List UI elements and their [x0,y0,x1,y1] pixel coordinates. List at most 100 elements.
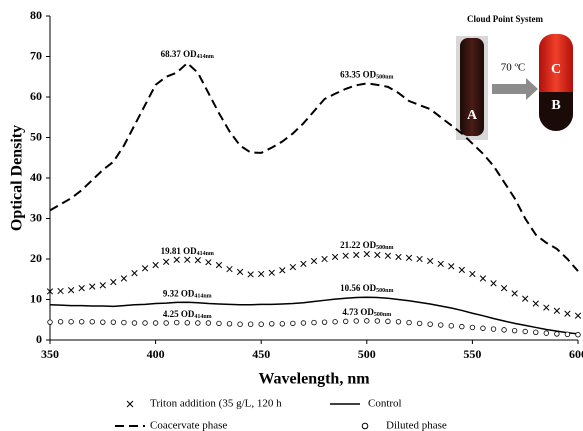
y-tick-label: 60 [30,89,42,103]
annotation-text: 21.22 OD [340,240,377,250]
point-marker [533,329,539,336]
x-tick-label: 400 [147,347,165,361]
point-marker [458,266,465,274]
point-marker [279,321,286,327]
point-marker [564,310,571,317]
point-marker [543,330,550,336]
point-marker [405,254,413,261]
point-marker [342,252,349,259]
tube-c-label: C [551,62,561,77]
series-line [49,296,579,335]
y-tick-label: 10 [30,291,42,305]
point-marker [195,320,201,326]
point-marker [141,265,149,272]
point-marker [226,265,233,273]
point-marker [78,285,85,292]
point-marker [511,290,518,297]
point-marker [300,320,307,326]
annotation: 10.56 OD500nm [340,283,393,294]
point-marker [427,257,434,265]
point-marker [152,320,159,326]
point-marker [131,320,138,326]
arrow [492,78,538,100]
point-marker [47,319,53,325]
x-tick-label: 450 [252,347,270,361]
point-marker [100,319,106,325]
point-marker [384,252,392,259]
point-marker [269,321,275,327]
legend-label: Diluted phase [386,420,447,431]
y-tick-label: 30 [30,210,42,224]
point-marker [236,268,244,276]
point-marker [321,319,328,325]
point-marker [448,263,455,270]
point-marker [247,321,254,327]
y-tick-label: 50 [30,129,42,143]
point-marker [110,278,117,286]
annotation-subscript: 414nm [197,251,214,257]
point-marker [501,327,507,333]
point-marker [363,250,370,258]
annotation-text: 63.35 OD [340,69,377,79]
point-marker [163,320,169,326]
point-marker [163,258,170,265]
point-marker [448,323,454,329]
point-marker [332,319,338,325]
x-tick-label: 600 [569,347,583,361]
y-tick-label: 70 [30,48,42,62]
annotation-subscript: 500nm [376,289,393,295]
point-marker [553,307,561,314]
point-marker [416,255,423,263]
point-marker [511,327,518,334]
legend-label: Coacervate phase [150,420,227,431]
point-marker [469,270,476,278]
legend-marker [126,400,134,408]
point-marker [78,319,85,325]
annotation: 63.35 OD500nm [340,69,393,80]
annotation-subscript: 414nm [194,314,211,320]
point-marker [57,287,64,295]
annotation-subscript: 414nm [197,54,214,60]
legend-label: Triton addition (35 g/L, 120 h [150,398,282,410]
point-marker [110,319,117,325]
point-marker [310,257,318,265]
point-marker [205,320,212,326]
y-tick-label: 40 [30,170,42,184]
x-tick-label: 350 [41,347,59,361]
point-marker [89,283,96,290]
point-marker [237,321,243,327]
point-marker [416,320,423,327]
point-marker [364,318,370,324]
point-marker [67,287,75,294]
point-marker [406,319,412,326]
tube-b [539,92,573,131]
point-marker [438,322,444,328]
point-marker [152,261,159,269]
point-marker [469,324,476,331]
point-marker [268,269,275,276]
point-marker [131,270,138,277]
y-tick-label: 0 [36,332,42,346]
point-marker [258,321,264,327]
point-marker [173,256,180,263]
point-marker [194,257,201,264]
point-marker [311,319,317,326]
point-marker [99,282,106,289]
x-tick-label: 550 [463,347,481,361]
annotation-text: 9.32 OD [163,288,195,298]
point-marker [437,260,444,268]
y-tick-label: 80 [30,8,42,22]
point-marker [522,295,529,302]
tube-a-label: A [467,108,478,123]
point-marker [205,259,212,266]
point-marker [247,271,254,278]
annotation: 4.25 OD414nm [163,309,212,320]
point-marker [575,332,581,338]
annotation-text: 19.81 OD [161,246,198,256]
annotation-subscript: 414nm [194,294,211,300]
point-marker [353,318,359,324]
point-marker [46,288,54,295]
annotation: 21.22 OD500nm [340,240,393,251]
point-marker [142,320,148,326]
